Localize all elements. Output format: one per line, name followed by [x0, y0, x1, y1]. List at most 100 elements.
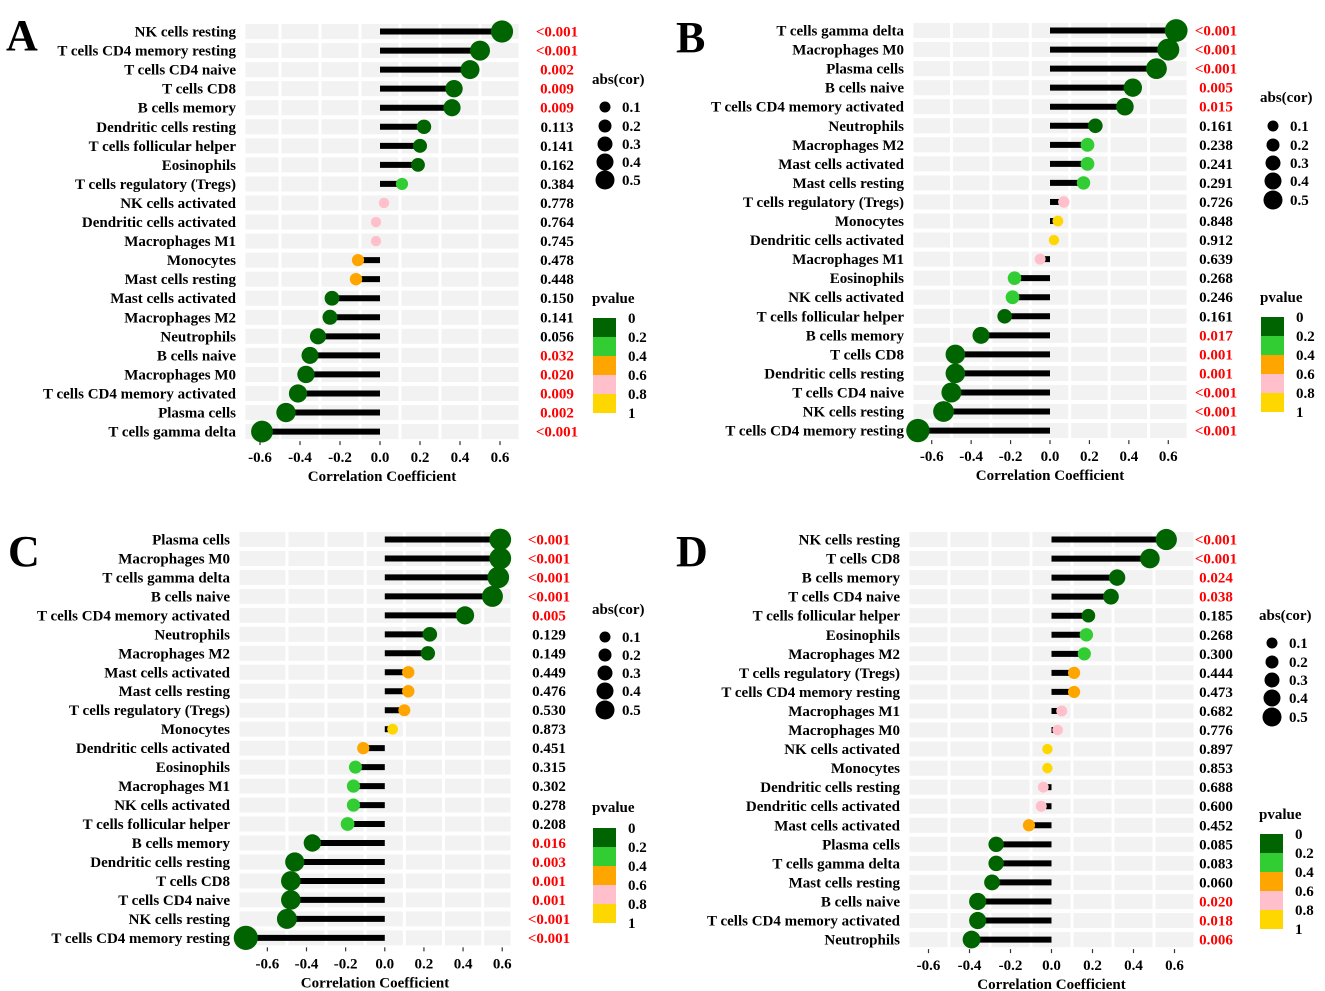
grid-tile — [481, 405, 519, 421]
grid-tile — [1110, 327, 1148, 343]
point — [285, 852, 305, 872]
grid-tile — [441, 195, 479, 211]
grid-tile — [445, 797, 482, 813]
point — [489, 547, 512, 570]
grid-tile — [321, 176, 359, 192]
x-tick-label: -0.6 — [917, 958, 941, 974]
grid-tile — [952, 42, 990, 58]
point — [1048, 234, 1060, 246]
grid-tile — [952, 213, 990, 229]
grid-tile — [950, 608, 989, 624]
category-label: Plasma cells — [152, 532, 230, 548]
grid-tile — [288, 683, 325, 699]
p-value-label: 0.161 — [1199, 309, 1233, 325]
point — [276, 402, 296, 423]
size-legend-label: 0.3 — [1289, 673, 1308, 689]
grid-tile — [484, 645, 511, 661]
point — [301, 346, 319, 364]
grid-tile — [1114, 703, 1153, 719]
grid-tile — [913, 289, 950, 305]
category-label: Eosinophils — [156, 760, 230, 776]
point — [1052, 215, 1064, 227]
grid-tile — [239, 532, 286, 547]
pvalue-legend-swatch — [1260, 910, 1283, 929]
p-value-label: 0.384 — [540, 177, 574, 193]
size-legend-dot — [596, 682, 614, 700]
category-label: Dendritic cells resting — [90, 855, 230, 871]
p-value-label: <0.001 — [528, 570, 570, 586]
p-value-label: 0.688 — [1199, 780, 1233, 796]
grid-tile — [245, 43, 279, 59]
grid-tile — [441, 424, 479, 440]
grid-tile — [909, 608, 948, 624]
grid-tile — [1150, 251, 1187, 267]
p-value-label: 0.451 — [532, 741, 566, 757]
p-value-label: 0.009 — [540, 82, 574, 98]
grid-tile — [1114, 836, 1153, 852]
grid-tile — [1155, 665, 1194, 681]
grid-tile — [405, 740, 442, 756]
point — [324, 290, 340, 306]
grid-tile — [1150, 232, 1187, 248]
x-tick-label: 0.0 — [375, 956, 394, 972]
grid-tile — [281, 138, 319, 154]
size-legend-label: 0.1 — [1290, 119, 1309, 135]
category-label: Mast cells activated — [104, 665, 230, 681]
grid-tile — [327, 683, 364, 699]
grid-tile — [1110, 137, 1148, 153]
grid-tile — [327, 740, 364, 756]
size-legend-dot — [595, 700, 615, 720]
grid-tile — [1155, 627, 1194, 643]
size-legend-title: abs(cor) — [1259, 608, 1312, 624]
p-value-label: 0.150 — [540, 291, 574, 307]
x-tick-label: 0.6 — [491, 450, 510, 466]
x-tick-label: 0.2 — [1080, 449, 1099, 465]
size-legend-label: 0.5 — [1290, 193, 1309, 209]
category-label: T cells regulatory (Tregs) — [75, 177, 236, 193]
x-tick-label: -0.6 — [255, 956, 279, 972]
grid-tile — [245, 290, 279, 306]
p-value-label: 0.246 — [1199, 290, 1233, 306]
grid-tile — [913, 175, 950, 191]
x-tick-label: 0.4 — [1124, 958, 1143, 974]
point — [322, 309, 338, 325]
point — [288, 384, 308, 403]
grid-tile — [991, 646, 1030, 662]
grid-tile — [321, 233, 359, 249]
point — [1077, 647, 1091, 661]
grid-tile — [913, 42, 950, 58]
category-label: T cells follicular helper — [83, 817, 231, 833]
grid-tile — [909, 836, 948, 852]
p-value-label: 0.009 — [540, 386, 574, 402]
grid-tile — [321, 24, 359, 40]
category-label: Dendritic cells activated — [76, 741, 231, 757]
grid-tile — [281, 233, 319, 249]
p-value-label: <0.001 — [528, 551, 570, 567]
p-value-label: 0.448 — [540, 272, 574, 288]
pvalue-legend-label: 0.6 — [1295, 884, 1314, 900]
category-label: T cells follicular helper — [757, 309, 905, 325]
grid-tile — [952, 270, 990, 286]
grid-tile — [1155, 932, 1194, 948]
grid-tile — [992, 175, 1029, 191]
size-legend-dot — [598, 648, 612, 662]
grid-tile — [1073, 760, 1112, 776]
grid-tile — [321, 119, 359, 135]
grid-tile — [481, 290, 519, 306]
point — [933, 401, 954, 422]
grid-tile — [1114, 893, 1153, 909]
grid-tile — [321, 271, 359, 287]
grid-tile — [484, 892, 511, 908]
grid-tile — [288, 607, 325, 623]
grid-tile — [991, 532, 1030, 548]
p-value-label: 0.002 — [540, 63, 574, 79]
x-tick-label: 0.0 — [371, 450, 390, 466]
grid-tile — [1114, 608, 1153, 624]
grid-tile — [445, 702, 482, 718]
p-value-label: 0.478 — [540, 253, 574, 269]
grid-tile — [321, 81, 359, 97]
grid-tile — [288, 778, 325, 794]
point — [1108, 569, 1126, 586]
category-label: Plasma cells — [822, 837, 900, 853]
pvalue-legend-swatch — [593, 394, 616, 413]
